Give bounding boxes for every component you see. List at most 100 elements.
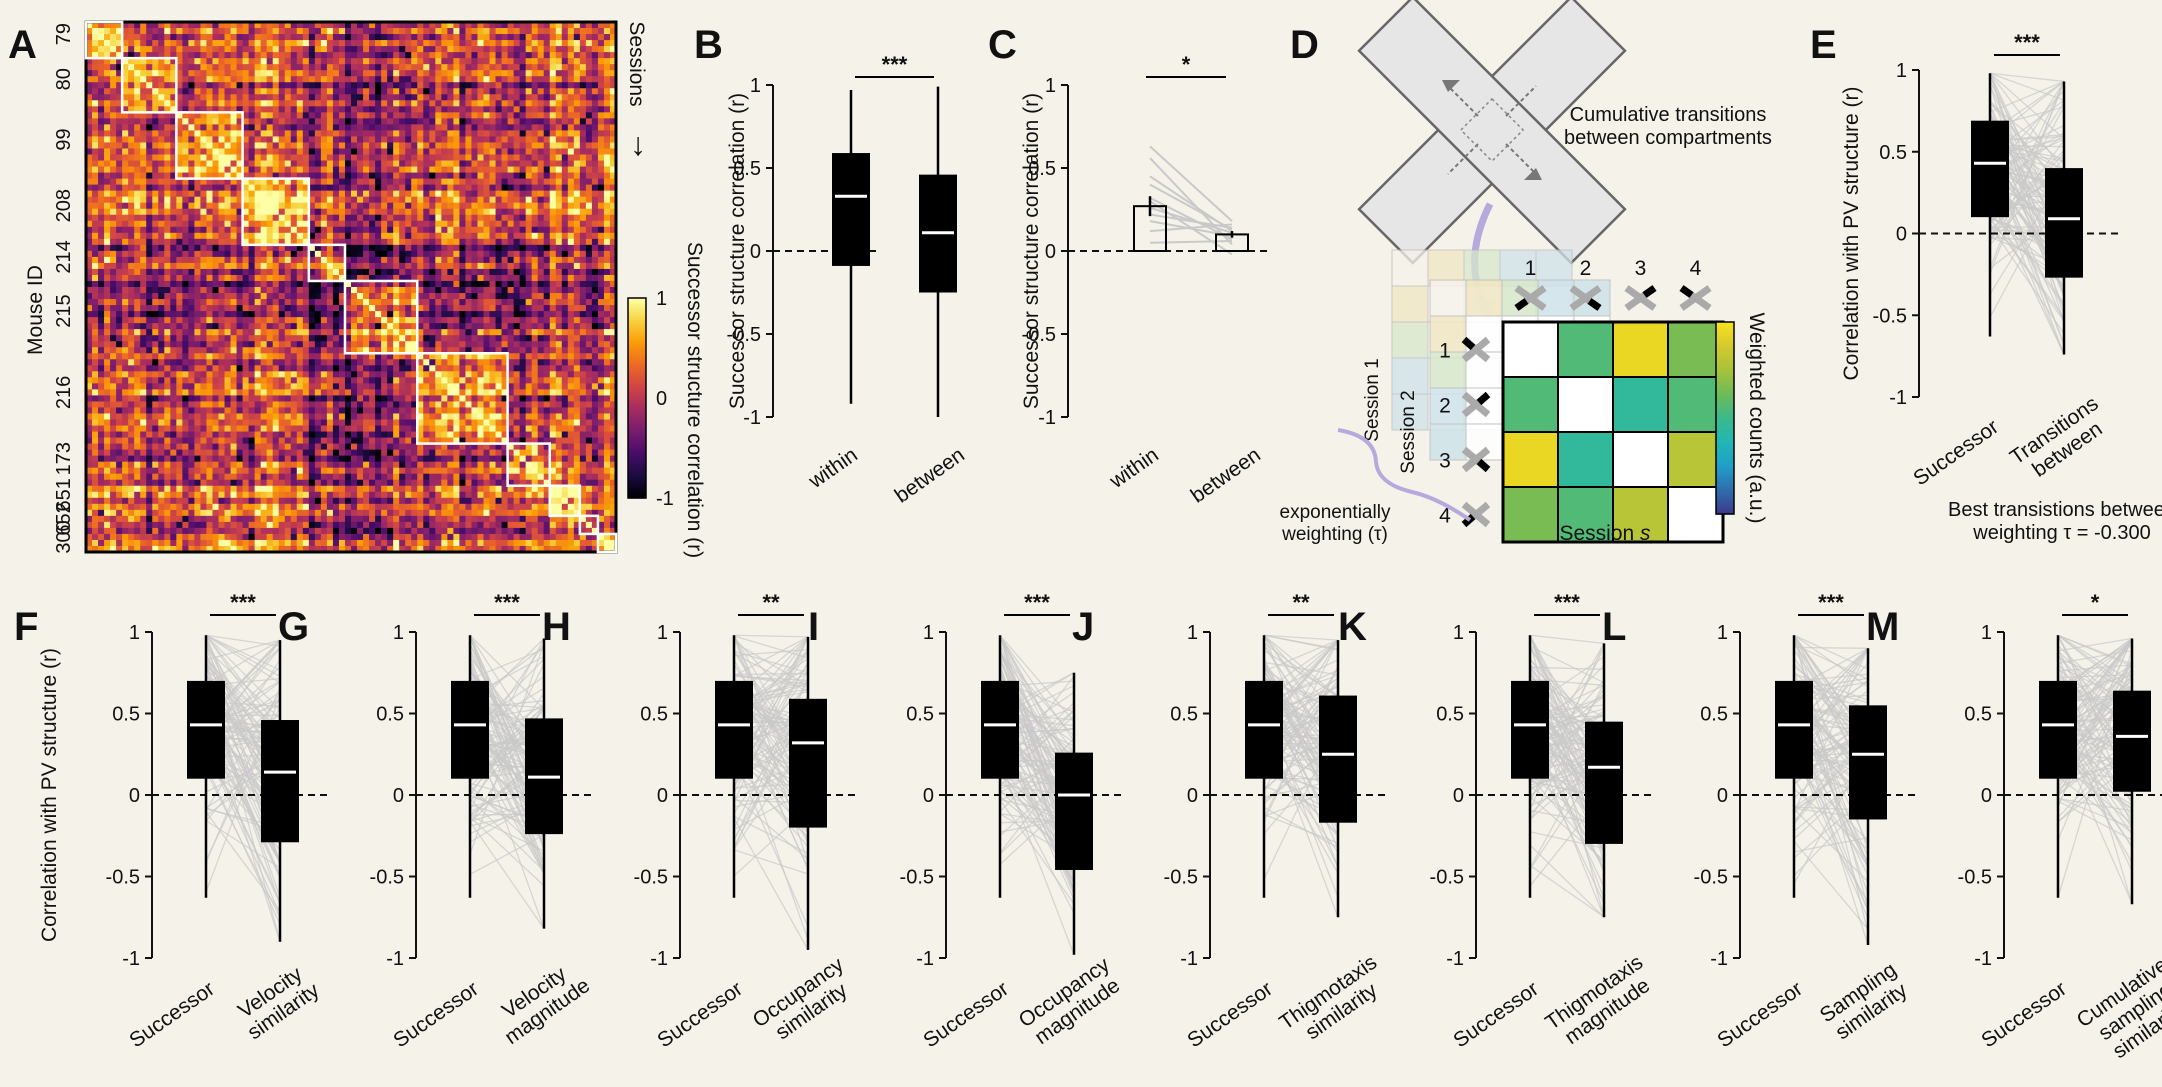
heatmap-cell xyxy=(597,28,605,35)
heatmap-cell xyxy=(417,226,424,234)
heatmap-cell xyxy=(363,124,370,132)
heatmap-cell xyxy=(158,509,165,517)
heatmap-cell xyxy=(158,419,165,427)
heatmap-cell xyxy=(254,262,262,270)
heatmap-cell xyxy=(92,377,99,384)
heatmap-cell xyxy=(579,46,587,53)
heatmap-cell xyxy=(567,148,575,156)
heatmap-cell xyxy=(170,244,177,252)
heatmap-cell xyxy=(98,359,105,366)
heatmap-cell xyxy=(453,130,461,138)
heatmap-cell xyxy=(158,539,165,547)
heatmap-cell xyxy=(242,401,250,409)
heatmap-cell xyxy=(296,70,304,77)
heatmap-cell xyxy=(140,232,147,240)
heatmap-cell xyxy=(92,323,99,330)
heatmap-cell xyxy=(206,58,214,65)
heatmap-cell xyxy=(134,485,141,493)
heatmap-cell xyxy=(332,22,340,29)
heatmap-cell xyxy=(447,172,454,180)
heatmap-cell xyxy=(296,256,304,264)
heatmap-cell xyxy=(92,359,99,366)
heatmap-cell xyxy=(176,142,183,150)
heatmap-cell xyxy=(188,76,196,83)
heatmap-cell xyxy=(483,22,491,29)
heatmap-cell xyxy=(344,166,352,174)
heatmap-cell xyxy=(320,160,328,168)
heatmap-cell xyxy=(140,437,147,445)
heatmap-cell xyxy=(399,142,406,150)
heatmap-cell xyxy=(471,118,479,125)
heatmap-cell xyxy=(513,130,521,138)
heatmap-cell xyxy=(212,383,220,390)
heatmap-cell xyxy=(176,311,183,318)
heatmap-cell xyxy=(188,112,196,119)
heatmap-cell xyxy=(278,106,286,113)
heatmap-cell xyxy=(489,34,497,41)
heatmap-cell xyxy=(128,527,135,535)
heatmap-cell xyxy=(290,226,298,234)
heatmap-cell xyxy=(519,100,527,107)
heatmap-cell xyxy=(188,166,196,174)
heatmap-cell xyxy=(212,353,220,360)
heatmap-cell xyxy=(459,160,467,168)
heatmap-cell xyxy=(92,413,99,421)
heatmap-cell xyxy=(579,214,587,222)
heatmap-cell xyxy=(507,202,515,210)
heatmap-cell xyxy=(98,467,105,475)
heatmap-cell xyxy=(375,136,382,144)
heatmap-cell xyxy=(104,202,111,210)
heatmap-cell xyxy=(489,94,497,101)
heatmap-cell xyxy=(326,184,334,192)
heatmap-cell xyxy=(579,154,587,162)
heatmap-cell xyxy=(429,214,436,222)
heatmap-cell xyxy=(158,389,165,397)
heatmap-cell xyxy=(224,76,232,83)
heatmap-cell xyxy=(399,40,406,47)
heatmap-cell xyxy=(128,208,135,216)
heatmap-cell xyxy=(242,190,250,198)
heatmap-cell xyxy=(254,443,262,451)
heatmap-cell xyxy=(507,22,515,29)
heatmap-cell xyxy=(200,64,208,71)
heatmap-cell xyxy=(182,118,189,125)
heatmap-cell xyxy=(272,274,280,282)
heatmap-cell xyxy=(411,232,418,240)
heatmap-cell xyxy=(140,208,147,216)
heatmap-cell xyxy=(104,196,111,204)
heatmap-cell xyxy=(98,100,105,107)
heatmap-cell xyxy=(375,184,382,192)
heatmap-cell xyxy=(164,527,171,535)
heatmap-cell xyxy=(363,22,370,29)
heatmap-cell xyxy=(212,178,220,186)
heatmap-cell xyxy=(242,467,250,475)
heatmap-cell xyxy=(242,545,250,553)
heatmap-cell xyxy=(453,184,461,192)
heatmap-cell xyxy=(417,214,424,222)
heatmap-cell xyxy=(573,196,581,204)
heatmap-cell xyxy=(182,154,189,162)
heatmap-cell xyxy=(158,220,165,228)
heatmap-cell xyxy=(543,154,551,162)
heatmap-cell xyxy=(188,130,196,138)
heatmap-cell xyxy=(459,88,467,95)
heatmap-cell xyxy=(164,226,171,234)
heatmap-cell xyxy=(170,467,177,475)
heatmap-cell xyxy=(278,449,286,457)
heatmap-cell xyxy=(86,142,93,150)
heatmap-cell xyxy=(296,305,304,312)
heatmap-cell xyxy=(122,58,129,65)
heatmap-cell xyxy=(170,226,177,234)
heatmap-cell xyxy=(200,256,208,264)
heatmap-cell xyxy=(531,220,539,228)
heatmap-cell xyxy=(110,479,117,487)
heatmap-cell xyxy=(423,190,430,198)
heatmap-cell xyxy=(98,208,105,216)
heatmap-cell xyxy=(212,545,220,553)
heatmap-cell xyxy=(567,88,575,95)
heatmap-cell xyxy=(591,148,599,156)
heatmap-cell xyxy=(254,365,262,372)
heatmap-cell xyxy=(266,473,274,481)
heatmap-cell xyxy=(224,280,232,288)
heatmap-cell xyxy=(206,389,214,397)
